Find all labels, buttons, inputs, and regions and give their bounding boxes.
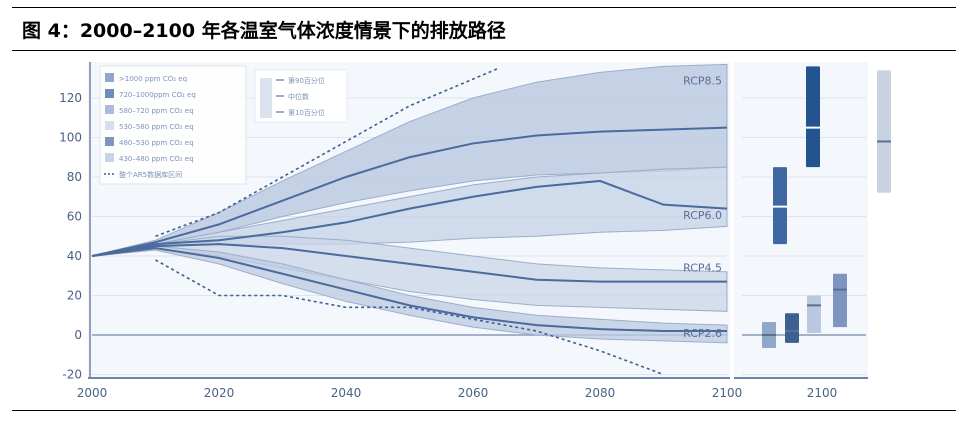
- y-tick-label: 20: [67, 289, 82, 303]
- series-label: RCP4.5: [683, 262, 722, 275]
- y-tick-label: 40: [67, 249, 82, 263]
- x-tick-label: 2000: [77, 386, 108, 400]
- bottom-rule: [12, 410, 956, 411]
- series-label: RCP6.0: [683, 209, 722, 222]
- percentile-legend-label: 第10百分位: [288, 108, 325, 117]
- percentile-legend-label: 第90百分位: [288, 76, 325, 85]
- y-tick-label: 100: [59, 131, 82, 145]
- x-tick-label: 2040: [331, 386, 362, 400]
- side-range-bar: [785, 313, 799, 343]
- legend-swatch: [105, 121, 114, 130]
- y-tick-label: -20: [62, 368, 82, 382]
- legend-label: 480–530 ppm CO₂ eq: [119, 139, 194, 147]
- legend-swatch: [105, 105, 114, 114]
- median-line-rcp60: [91, 179, 728, 257]
- percentile-legend-label: 中位数: [288, 92, 309, 101]
- percentile-legend-swatch: [260, 78, 272, 118]
- legend-label: 720–1000ppm CO₂ eq: [119, 91, 196, 99]
- legend-swatch: [105, 153, 114, 162]
- x-tick-label: 2100: [712, 386, 743, 400]
- x-tick-label: 2060: [458, 386, 489, 400]
- median-line-rcp85: [91, 126, 728, 257]
- legend-label: 530–580 ppm CO₂ eq: [119, 123, 194, 131]
- title-rule: [12, 50, 956, 51]
- top-rule: [12, 7, 956, 8]
- median-line-rcp26: [91, 247, 727, 333]
- legend-label: >1000 ppm CO₂ eq: [119, 75, 187, 83]
- x-tick-label: 2080: [585, 386, 616, 400]
- side-range-bar: [833, 273, 847, 328]
- series-label: RCP2.6: [683, 327, 722, 340]
- ar5-range-lower-line: [155, 259, 664, 376]
- y-tick-label: 80: [67, 170, 82, 184]
- legend-swatch: [105, 73, 114, 82]
- series-label: RCP8.5: [683, 74, 722, 87]
- legend-label: 430–480 ppm CO₂ eq: [119, 155, 194, 163]
- y-tick-label: 60: [67, 210, 82, 224]
- legend-box: [99, 65, 247, 185]
- legend-swatch: [105, 137, 114, 146]
- side-range-bar: [877, 70, 891, 193]
- legend-swatch: [105, 89, 114, 98]
- y-tick-label: 120: [59, 91, 82, 105]
- median-line-rcp45: [91, 243, 727, 283]
- ar5-range-upper-line: [155, 67, 499, 237]
- side-range-bar: [806, 66, 820, 168]
- legend-label: 580–720 ppm CO₂ eq: [119, 107, 194, 115]
- y-tick-label: 0: [74, 328, 82, 342]
- band-rcp26: [91, 245, 728, 344]
- side-panel-area: [734, 62, 868, 377]
- figure-title: 图 4：2000–2100 年各温室气体浓度情景下的排放路径: [22, 20, 506, 42]
- band-rcp85: [91, 63, 728, 257]
- side-range-bar: [807, 295, 821, 334]
- side-x-tick-label: 2100: [807, 386, 838, 400]
- x-tick-label: 2020: [204, 386, 235, 400]
- legend-label: 整个AR5数据库区间: [119, 170, 182, 179]
